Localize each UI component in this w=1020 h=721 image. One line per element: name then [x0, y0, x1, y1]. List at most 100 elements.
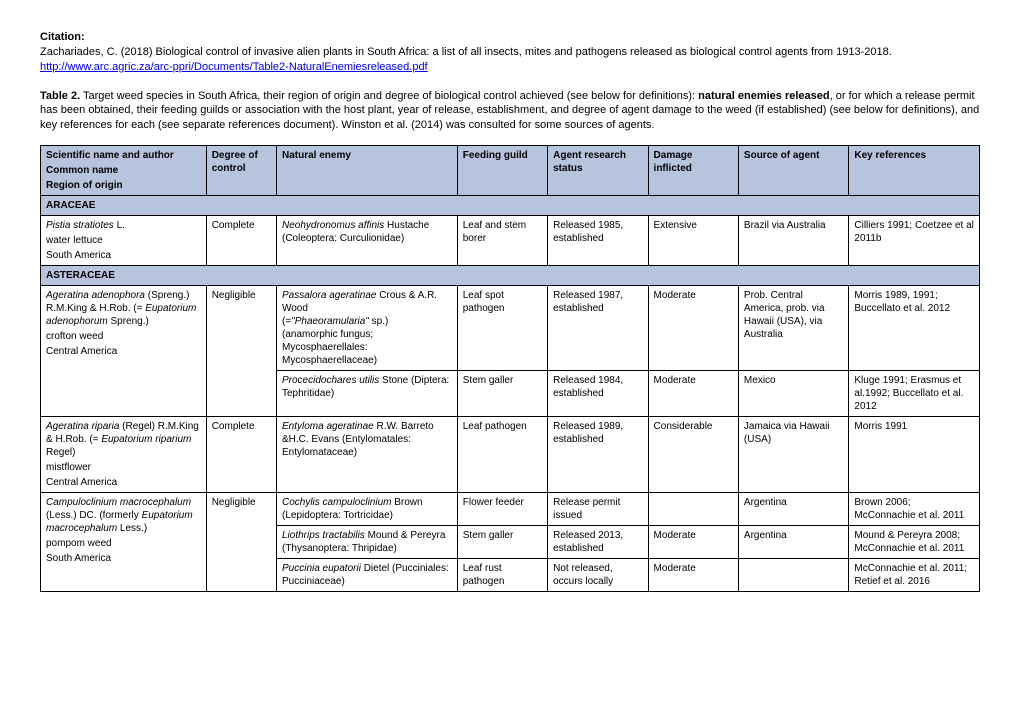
cell-refs: Brown 2006; McConnachie et al. 2011: [849, 493, 980, 526]
enemy-l2a: (=: [282, 316, 291, 327]
sci-auth2: Less.): [117, 523, 147, 534]
common-name: pompom weed: [46, 537, 201, 550]
cell-enemy: Procecidochares utilis Stone (Diptera: T…: [276, 371, 457, 417]
cell-enemy: Neohydronomus affinis Hustache (Coleopte…: [276, 216, 457, 266]
th-scientific: Scientific name and author Common name R…: [41, 146, 207, 196]
th-degree: Degree of control: [206, 146, 276, 196]
cell-damage: Considerable: [648, 417, 738, 493]
common-name: crofton weed: [46, 330, 201, 343]
cell-status: Released 1985, established: [548, 216, 648, 266]
cell-guild: Leaf and stem borer: [457, 216, 547, 266]
common-name: water lettuce: [46, 234, 201, 247]
cell-source: Mexico: [738, 371, 848, 417]
enemy-l2b: "Phaeoramularia": [291, 316, 369, 327]
table-row: Pistia stratiotes L. water lettuce South…: [41, 216, 980, 266]
cell-source: Argentina: [738, 493, 848, 526]
cell-source: [738, 559, 848, 592]
sci-auth: (Less.) DC. (formerly: [46, 510, 142, 521]
th-enemy: Natural enemy: [276, 146, 457, 196]
table-caption: Table 2. Target weed species in South Af…: [40, 89, 980, 134]
cell-refs: Cilliers 1991; Coetzee et al 2011b: [849, 216, 980, 266]
enemy-l2c: sp.): [369, 316, 388, 327]
family-row-asteraceae: ASTERACEAE: [41, 266, 980, 286]
cell-source: Prob. Central America, prob. via Hawaii …: [738, 286, 848, 371]
th-sci-l3: Region of origin: [46, 179, 201, 192]
cell-status: Not released, occurs locally: [548, 559, 648, 592]
cell-enemy: Liothrips tractabilis Mound & Pereyra (T…: [276, 526, 457, 559]
sci-auth: L.: [114, 220, 125, 231]
th-sci-l1: Scientific name and author: [46, 149, 201, 162]
cell-refs: McConnachie et al. 2011; Retief et al. 2…: [849, 559, 980, 592]
cell-source: Argentina: [738, 526, 848, 559]
cell-guild: Stem galler: [457, 371, 547, 417]
citation-link[interactable]: http://www.arc.agric.za/arc-ppri/Documen…: [40, 61, 428, 73]
cell-damage: Moderate: [648, 371, 738, 417]
cell-source: Brazil via Australia: [738, 216, 848, 266]
enemy-sci: Cochylis campuloclinium: [282, 497, 391, 508]
sci-name2: Eupatorium riparium: [101, 434, 191, 445]
cell-damage: Moderate: [648, 559, 738, 592]
cell-enemy: Passalora ageratinae Crous & A.R. Wood (…: [276, 286, 457, 371]
enemy-sci: Liothrips tractabilis: [282, 530, 365, 541]
enemy-sci: Passalora ageratinae: [282, 290, 377, 301]
family-araceae: ARACEAE: [41, 196, 980, 216]
sci-auth2: Spreng.): [108, 316, 149, 327]
enemy-sci: Puccinia eupatorii: [282, 563, 361, 574]
sci-name: Ageratina riparia: [46, 421, 119, 432]
cell-degree: Negligible: [206, 286, 276, 417]
cell-guild: Leaf pathogen: [457, 417, 547, 493]
th-guild: Feeding guild: [457, 146, 547, 196]
region: South America: [46, 552, 201, 565]
enemy-l3: (anamorphic fungus; Mycosphaerellales: M…: [282, 328, 452, 367]
cell-refs: Mound & Pereyra 2008; McConnachie et al.…: [849, 526, 980, 559]
cell-status: Released 1984, established: [548, 371, 648, 417]
cell-enemy: Cochylis campuloclinium Brown (Lepidopte…: [276, 493, 457, 526]
th-damage: Damage inflicted: [648, 146, 738, 196]
caption-label: Table 2.: [40, 90, 80, 102]
cell-guild: Leaf spot pathogen: [457, 286, 547, 371]
sci-auth2: Regel): [46, 447, 75, 458]
cell-scientific: Ageratina riparia (Regel) R.M.King & H.R…: [41, 417, 207, 493]
enemy-sci: Neohydronomus affinis: [282, 220, 384, 231]
enemy-sci: Entyloma ageratinae: [282, 421, 374, 432]
cell-enemy: Puccinia eupatorii Dietel (Pucciniales: …: [276, 559, 457, 592]
cell-guild: Stem galler: [457, 526, 547, 559]
sci-name: Pistia stratiotes: [46, 220, 114, 231]
cell-scientific: Ageratina adenophora (Spreng.) R.M.King …: [41, 286, 207, 417]
enemy-sci: Procecidochares utilis: [282, 375, 379, 386]
region: Central America: [46, 476, 201, 489]
header-row: Scientific name and author Common name R…: [41, 146, 980, 196]
cell-damage: [648, 493, 738, 526]
cell-refs: Kluge 1991; Erasmus et al.1992; Buccella…: [849, 371, 980, 417]
cell-scientific: Campuloclinium macrocephalum (Less.) DC.…: [41, 493, 207, 592]
data-table: Scientific name and author Common name R…: [40, 145, 980, 592]
sci-name: Ageratina adenophora: [46, 290, 145, 301]
cell-status: Released 2013, established: [548, 526, 648, 559]
cell-enemy: Entyloma ageratinae R.W. Barreto &H.C. E…: [276, 417, 457, 493]
family-asteraceae: ASTERACEAE: [41, 266, 980, 286]
cell-degree: Complete: [206, 216, 276, 266]
cell-damage: Moderate: [648, 286, 738, 371]
cell-status: Released 1987, established: [548, 286, 648, 371]
citation-text: Zachariades, C. (2018) Biological contro…: [40, 46, 892, 58]
cell-guild: Leaf rust pathogen: [457, 559, 547, 592]
cell-status: Release permit issued: [548, 493, 648, 526]
th-sci-l2: Common name: [46, 164, 201, 177]
citation-block: Citation: Zachariades, C. (2018) Biologi…: [40, 30, 980, 75]
family-row-araceae: ARACEAE: [41, 196, 980, 216]
cell-source: Jamaica via Hawaii (USA): [738, 417, 848, 493]
th-status: Agent research status: [548, 146, 648, 196]
table-row: Ageratina riparia (Regel) R.M.King & H.R…: [41, 417, 980, 493]
cell-damage: Moderate: [648, 526, 738, 559]
table-row: Campuloclinium macrocephalum (Less.) DC.…: [41, 493, 980, 526]
cell-degree: Complete: [206, 417, 276, 493]
region: Central America: [46, 345, 201, 358]
cell-damage: Extensive: [648, 216, 738, 266]
cell-guild: Flower feeder: [457, 493, 547, 526]
cell-status: Released 1989, established: [548, 417, 648, 493]
th-refs: Key references: [849, 146, 980, 196]
region: South America: [46, 249, 201, 262]
cell-scientific: Pistia stratiotes L. water lettuce South…: [41, 216, 207, 266]
cell-refs: Morris 1991: [849, 417, 980, 493]
th-source: Source of agent: [738, 146, 848, 196]
